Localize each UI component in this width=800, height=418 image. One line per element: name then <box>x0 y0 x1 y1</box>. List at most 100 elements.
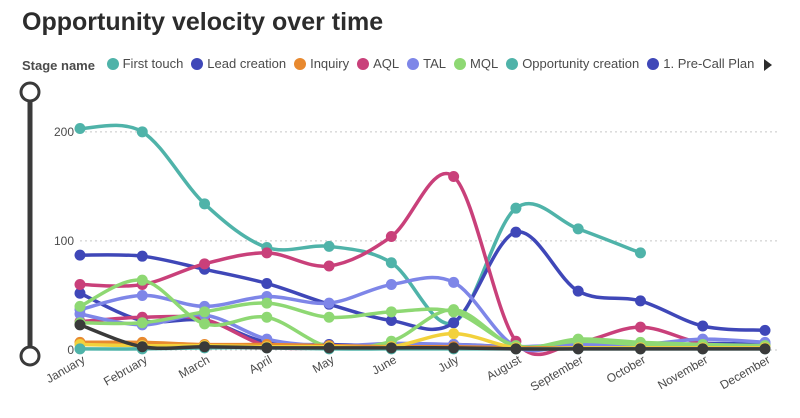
legend-item[interactable]: Opportunity creation <box>506 56 639 71</box>
x-tick-label: January <box>44 352 88 385</box>
series-group <box>74 123 771 357</box>
data-point[interactable] <box>261 342 273 354</box>
x-tick-label: September <box>528 352 586 393</box>
legend-item-label: Opportunity creation <box>522 56 640 71</box>
legend-item[interactable]: First touch <box>106 56 183 71</box>
data-point[interactable] <box>448 317 460 329</box>
data-point[interactable] <box>385 342 397 354</box>
x-tick-label: February <box>101 352 150 388</box>
legend-item[interactable]: Lead creation <box>191 56 286 71</box>
data-point[interactable] <box>199 341 211 353</box>
legend-swatch <box>191 57 204 70</box>
data-point[interactable] <box>759 324 771 336</box>
data-point[interactable] <box>261 247 273 259</box>
data-point[interactable] <box>697 320 709 332</box>
y-tick-label: 100 <box>54 234 74 248</box>
y-axis: 0 100 200 <box>54 125 74 357</box>
data-point[interactable] <box>323 297 335 309</box>
data-point[interactable] <box>136 274 148 286</box>
data-point[interactable] <box>572 343 584 355</box>
slider-handle-bottom[interactable] <box>19 345 41 367</box>
data-point[interactable] <box>634 321 646 333</box>
slider-handle-top[interactable] <box>19 81 41 103</box>
data-point[interactable] <box>74 279 86 291</box>
legend-swatch <box>357 57 370 70</box>
data-point[interactable] <box>74 319 86 331</box>
data-point[interactable] <box>74 249 86 261</box>
x-tick-label: April <box>247 352 275 376</box>
legend-item-label: TAL <box>423 56 447 71</box>
data-point[interactable] <box>199 306 211 318</box>
data-point[interactable] <box>510 343 522 355</box>
legend-item[interactable]: AQL <box>357 56 399 71</box>
data-point[interactable] <box>136 250 148 262</box>
range-slider[interactable] <box>19 81 41 367</box>
data-point[interactable] <box>199 258 211 270</box>
data-point[interactable] <box>572 223 584 235</box>
data-point[interactable] <box>261 297 273 309</box>
legend-item-label: MQL <box>470 56 499 71</box>
data-point[interactable] <box>697 343 709 355</box>
data-point[interactable] <box>448 171 460 183</box>
data-point[interactable] <box>74 287 86 299</box>
legend-swatch <box>506 57 519 70</box>
legend-item-label: AQL <box>373 56 400 71</box>
legend-item[interactable]: MQL <box>454 56 498 71</box>
x-tick-label: March <box>176 352 212 381</box>
data-point[interactable] <box>74 308 86 320</box>
x-tick-label: May <box>310 352 337 375</box>
data-point[interactable] <box>634 247 646 259</box>
data-point[interactable] <box>448 306 460 318</box>
data-point[interactable] <box>759 343 771 355</box>
legend-item-label: 1. Pre-Call Plan <box>663 56 755 71</box>
legend-swatch <box>106 57 119 70</box>
data-point[interactable] <box>136 317 148 329</box>
data-point[interactable] <box>385 315 397 327</box>
data-point[interactable] <box>261 311 273 323</box>
data-point[interactable] <box>323 342 335 354</box>
data-point[interactable] <box>323 311 335 323</box>
x-tick-label: June <box>369 352 399 377</box>
x-tick-label: November <box>655 352 710 392</box>
series-line <box>74 319 771 355</box>
data-point[interactable] <box>385 306 397 318</box>
legend-swatch <box>294 57 307 70</box>
data-point[interactable] <box>136 126 148 138</box>
data-point[interactable] <box>634 343 646 355</box>
data-point[interactable] <box>510 226 522 238</box>
data-point[interactable] <box>510 202 522 214</box>
data-point[interactable] <box>448 328 460 340</box>
x-tick-label: December <box>718 352 773 392</box>
x-tick-label: October <box>604 352 648 385</box>
data-point[interactable] <box>448 276 460 288</box>
data-point[interactable] <box>448 342 460 354</box>
legend-swatch <box>647 57 660 70</box>
data-point[interactable] <box>385 279 397 291</box>
data-point[interactable] <box>572 285 584 297</box>
data-point[interactable] <box>634 295 646 307</box>
series-path <box>78 123 643 326</box>
data-point[interactable] <box>385 231 397 243</box>
data-point[interactable] <box>199 318 211 330</box>
legend-item-label: Inquiry <box>310 56 350 71</box>
x-axis: January February March April May June July Augu… <box>44 352 773 394</box>
data-point[interactable] <box>199 198 211 210</box>
x-tick-label: August <box>484 352 524 383</box>
data-point[interactable] <box>323 240 335 252</box>
data-point[interactable] <box>136 341 148 353</box>
data-point[interactable] <box>323 260 335 272</box>
legend-item[interactable]: Inquiry <box>294 56 349 71</box>
chevron-right-icon[interactable] <box>762 56 776 74</box>
data-point[interactable] <box>261 277 273 289</box>
legend-label: Stage name <box>22 57 95 73</box>
legend-item[interactable]: TAL <box>407 56 446 71</box>
data-point[interactable] <box>385 257 397 269</box>
data-point[interactable] <box>74 123 86 135</box>
legend: Stage name First touch Lead creation Inqui… <box>22 56 772 76</box>
data-point[interactable] <box>74 343 86 355</box>
y-tick-label: 200 <box>54 125 74 139</box>
legend-item[interactable]: 1. Pre-Call Plan <box>647 56 754 71</box>
data-point[interactable] <box>74 300 86 312</box>
data-point[interactable] <box>136 289 148 301</box>
